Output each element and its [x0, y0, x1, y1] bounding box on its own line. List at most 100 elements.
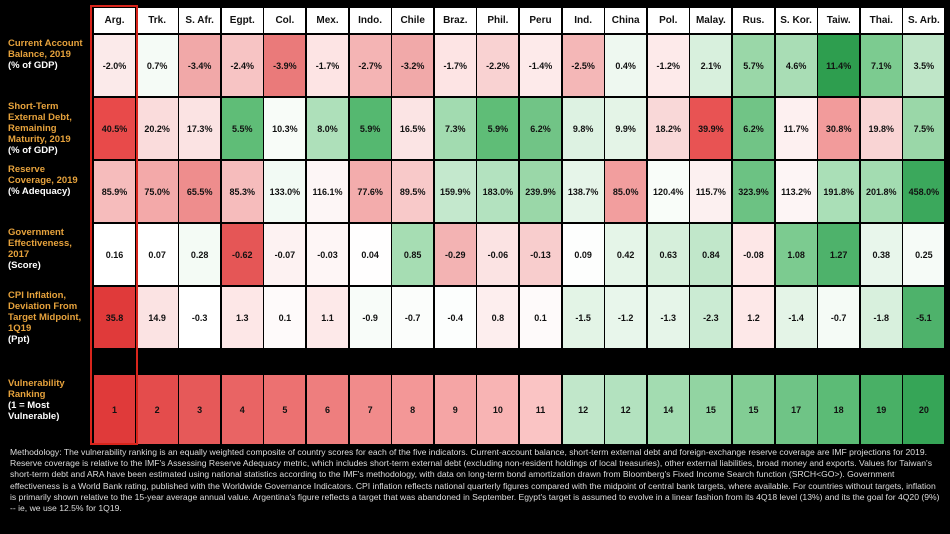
table-cell: -2.7% [349, 35, 391, 96]
table-cell: -1.3 [647, 287, 689, 348]
table-cell: 10 [477, 375, 519, 444]
column-header: Malay. [690, 8, 732, 33]
table-cell: 5 [264, 375, 306, 444]
table-cell: 15 [690, 375, 732, 444]
row-label: Reserve Coverage, 2019 (% Adequacy) [0, 161, 90, 222]
table-cell: 159.9% [434, 161, 476, 222]
table-cell: -3.9% [264, 35, 306, 96]
table-cell: -5.1 [903, 287, 945, 348]
table-cell: 4.6% [775, 35, 817, 96]
table-cell: -0.13 [520, 224, 561, 285]
row-title: Vulnerability Ranking [8, 378, 65, 400]
table-cell: -0.29 [434, 224, 476, 285]
table-cell: 7.3% [434, 98, 476, 159]
table-cell: 75.0% [136, 161, 178, 222]
table-cell: 5.7% [733, 35, 774, 96]
row-unit: (1 = Most Vulnerable) [8, 400, 60, 422]
column-header: Ind. [562, 8, 604, 33]
table-cell: 7.5% [903, 98, 945, 159]
table-cell: 8 [392, 375, 434, 444]
table-cell: 16.5% [392, 98, 434, 159]
column-header: Chile [392, 8, 434, 33]
row-label: CPI Inflation, Deviation From Target Mid… [0, 287, 90, 348]
table-cell: 201.8% [860, 161, 902, 222]
table-cell: 0.63 [647, 224, 689, 285]
table-cell: 19 [860, 375, 902, 444]
column-header: Trk. [136, 8, 178, 33]
column-header: Mex. [307, 8, 348, 33]
table-cell: -1.5 [562, 287, 604, 348]
table-cell: 0.07 [136, 224, 178, 285]
table-cell: -2.2% [477, 35, 519, 96]
table-cell: -2.5% [562, 35, 604, 96]
table-cell: 0.28 [179, 224, 221, 285]
table-cell: 0.8 [477, 287, 519, 348]
table-cell: 116.1% [307, 161, 348, 222]
table-cell: 40.5% [94, 98, 135, 159]
table-cell: -2.0% [94, 35, 135, 96]
table-cell: 65.5% [179, 161, 221, 222]
table-cell: -3.4% [179, 35, 221, 96]
table-cell: 0.84 [690, 224, 732, 285]
column-header: Arg. [94, 8, 135, 33]
table-cell: 113.2% [775, 161, 817, 222]
table-cell: 30.8% [818, 98, 860, 159]
table-cell: -0.4 [434, 287, 476, 348]
column-header: Rus. [733, 8, 774, 33]
table-cell: 18 [818, 375, 860, 444]
column-header: China [605, 8, 647, 33]
table-cell: 35.8 [94, 287, 135, 348]
table-cell: 0.25 [903, 224, 945, 285]
table-cell: 115.7% [690, 161, 732, 222]
column-header: S. Arb. [903, 8, 945, 33]
table-cell: 12 [605, 375, 647, 444]
column-header: Col. [264, 8, 306, 33]
table-cell: 1.27 [818, 224, 860, 285]
column-header: Indo. [349, 8, 391, 33]
table-cell: -3.2% [392, 35, 434, 96]
table-cell: 0.85 [392, 224, 434, 285]
table-cell: 7.1% [860, 35, 902, 96]
table-cell: 0.42 [605, 224, 647, 285]
row-label: Vulnerability Ranking (1 = Most Vulnerabl… [0, 375, 90, 444]
column-header: Egpt. [221, 8, 263, 33]
table-cell: -1.4% [520, 35, 561, 96]
row-title: Government Effectiveness, 2017 [8, 227, 72, 260]
row-label: Current Account Balance, 2019 (% of GDP) [0, 35, 90, 96]
table-cell: 17 [775, 375, 817, 444]
table-cell: -0.62 [221, 224, 263, 285]
table-cell: 77.6% [349, 161, 391, 222]
column-header: Pol. [647, 8, 689, 33]
table-cell: -2.3 [690, 287, 732, 348]
table-cell: 5.9% [349, 98, 391, 159]
column-header: Braz. [434, 8, 476, 33]
table-cell: 85.3% [221, 161, 263, 222]
table-cell: 5.5% [221, 98, 263, 159]
table-cell: 183.0% [477, 161, 519, 222]
table-cell: -1.2% [647, 35, 689, 96]
table-cell: -0.7 [818, 287, 860, 348]
table-cell: 6 [307, 375, 348, 444]
row-label: Short-Term External Debt, Remaining Matu… [0, 98, 90, 159]
table-cell: 85.0% [605, 161, 647, 222]
table-cell: 14.9 [136, 287, 178, 348]
table-cell: -0.9 [349, 287, 391, 348]
table-cell: 0.16 [94, 224, 135, 285]
table-cell: 1.2 [733, 287, 774, 348]
table-cell: 323.9% [733, 161, 774, 222]
table-cell: 1.1 [307, 287, 348, 348]
row-unit: (Score) [8, 260, 41, 271]
table-cell: 85.9% [94, 161, 135, 222]
table-cell: 20 [903, 375, 945, 444]
table-cell: 11.4% [818, 35, 860, 96]
table-cell: -1.4 [775, 287, 817, 348]
table-cell: 0.1 [520, 287, 561, 348]
table-cell: 4 [221, 375, 263, 444]
table-cell: 239.9% [520, 161, 561, 222]
table-cell: 0.04 [349, 224, 391, 285]
table-cell: 39.9% [690, 98, 732, 159]
row-unit: (% of GDP) [8, 60, 58, 71]
table-cell: 14 [647, 375, 689, 444]
table-cell: 1 [94, 375, 135, 444]
